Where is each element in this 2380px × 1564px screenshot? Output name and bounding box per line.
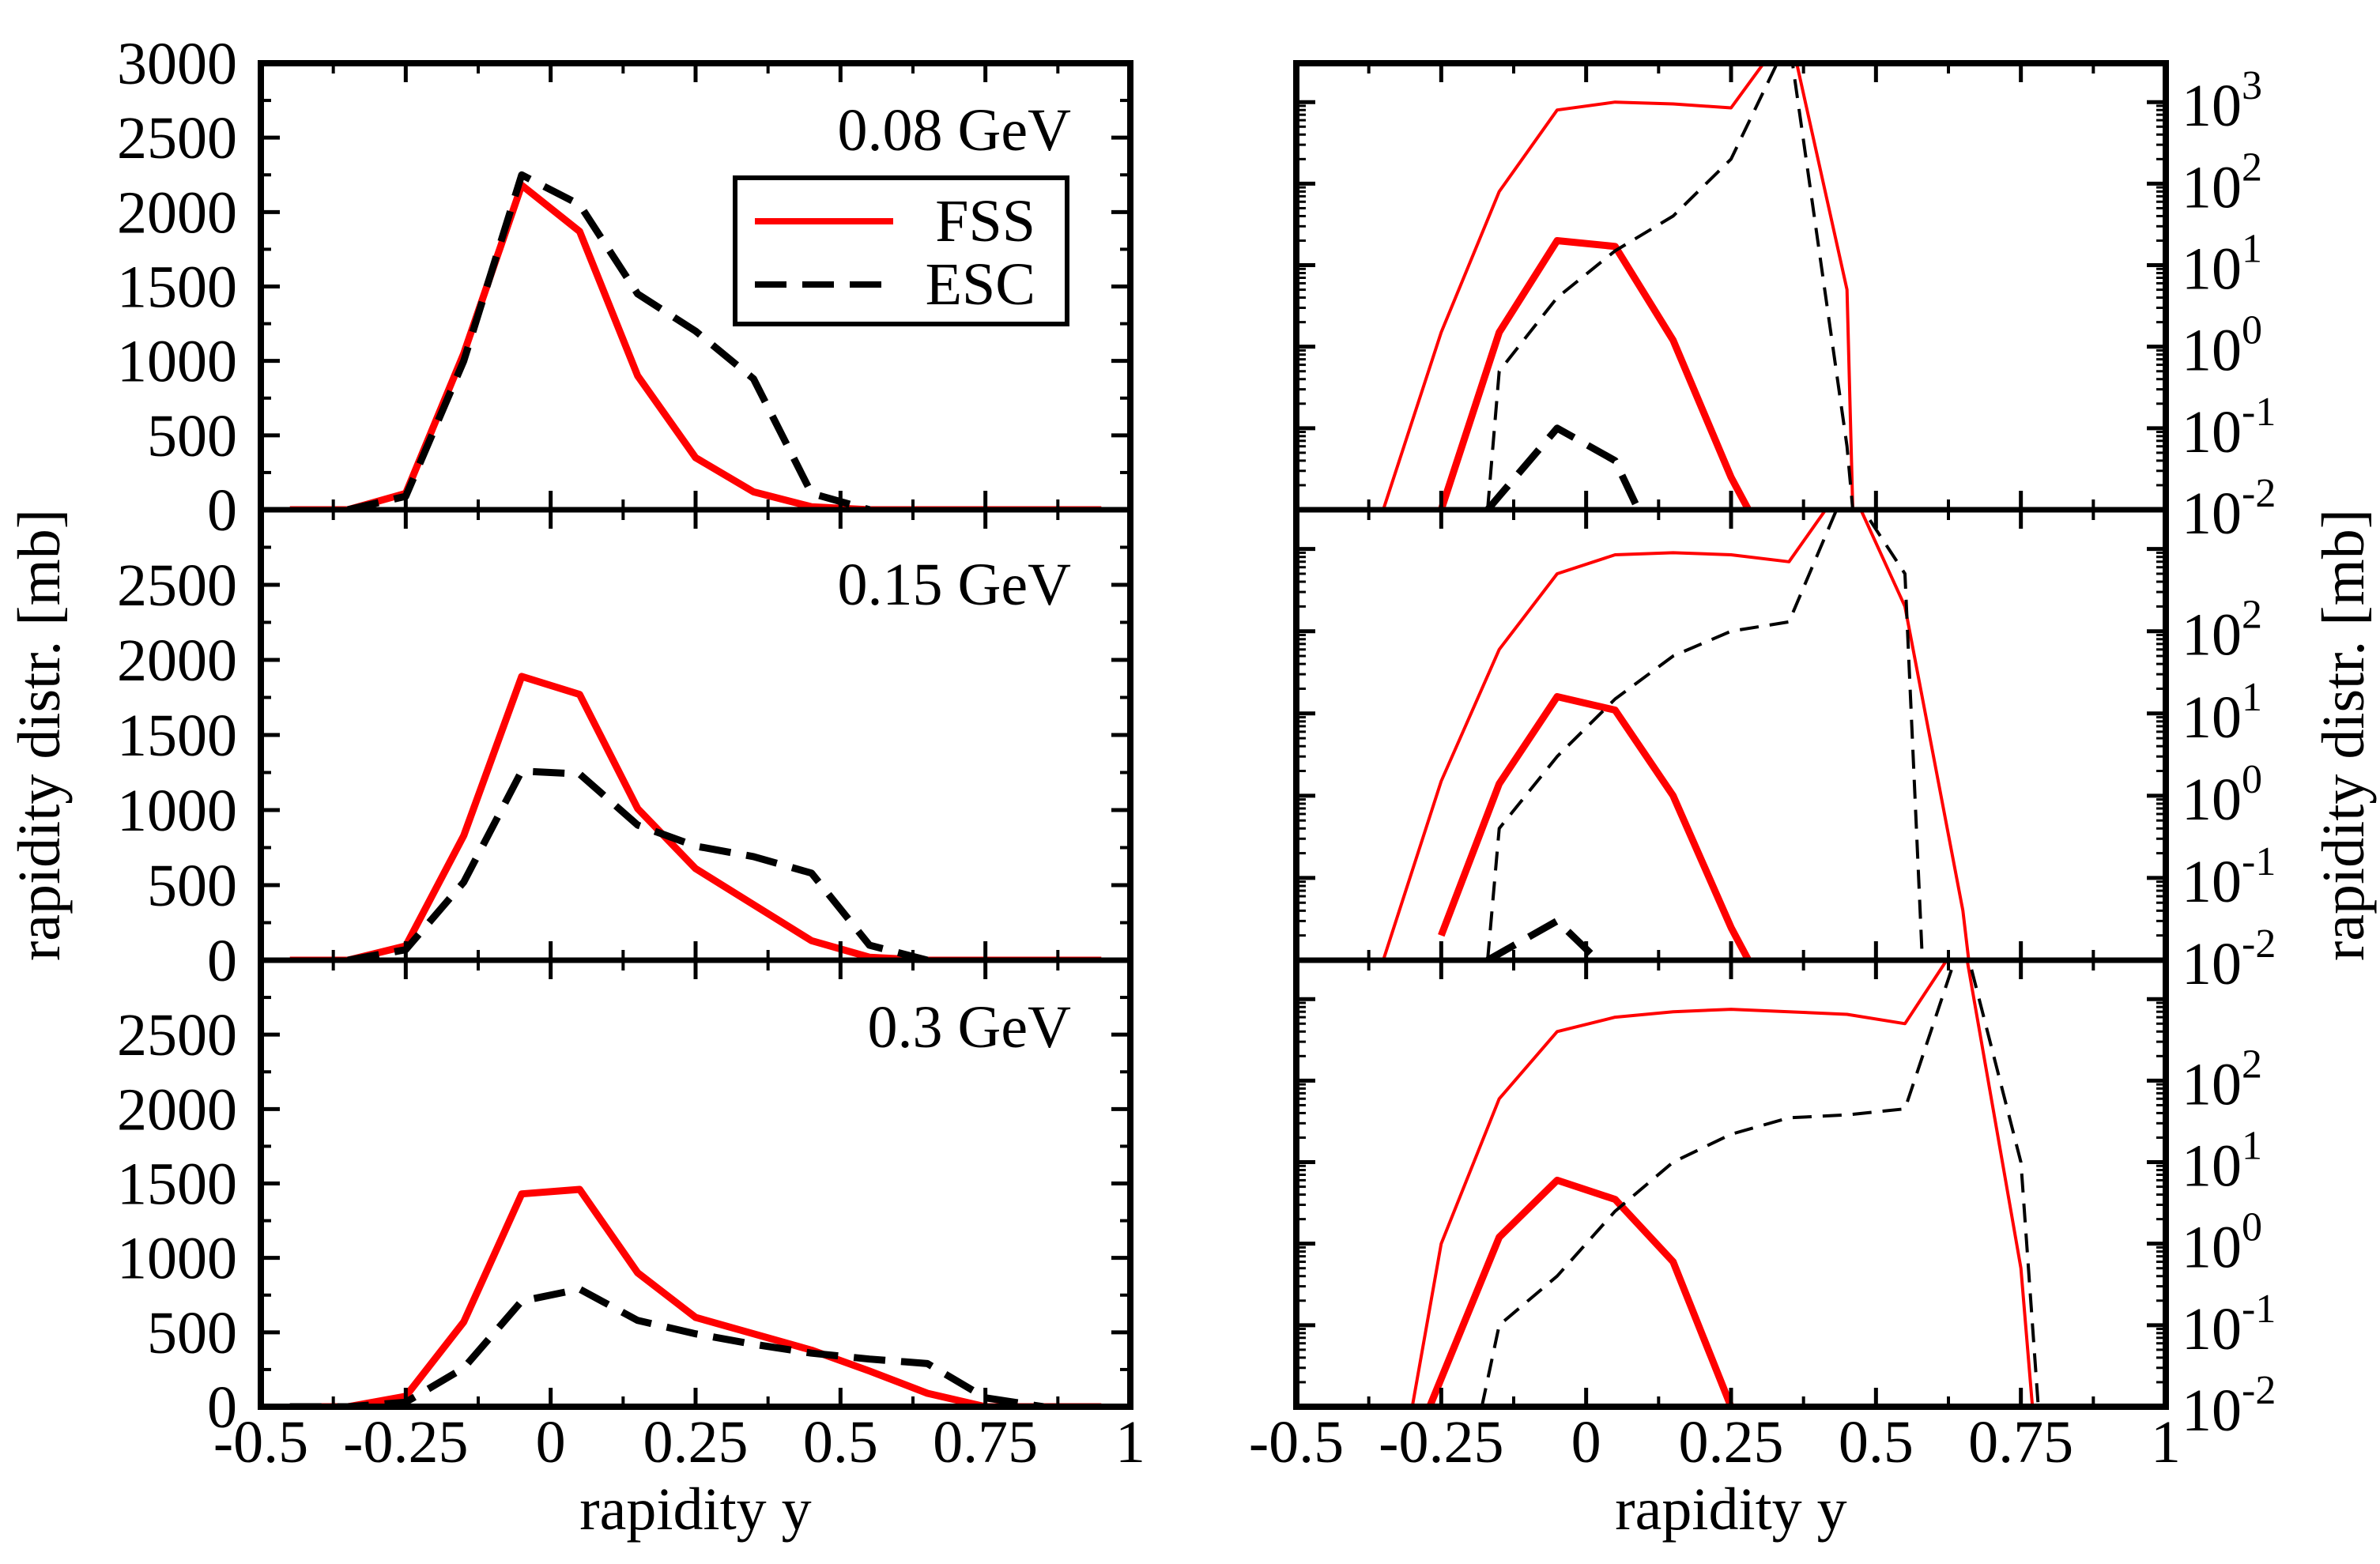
y-log-tick-label: 100	[2182, 308, 2262, 384]
y-log-tick-label: 101	[2182, 227, 2262, 303]
series-fss-right-0.3-1	[1426, 1176, 1735, 1407]
frame-left	[258, 60, 1133, 1410]
y-tick-label: 1000	[117, 1226, 237, 1292]
y-log-tick-label: 101	[2182, 1124, 2262, 1200]
x-tick-label: 0.75	[933, 1409, 1038, 1475]
axis-ticks	[258, 61, 2168, 1409]
y-tick-label: 500	[147, 853, 237, 919]
y-log-tick-label: 102	[2182, 593, 2262, 669]
series-esc-left-0.15-1	[347, 767, 929, 960]
series-esc-right-0.15-2	[1486, 510, 1924, 960]
y-log-tick-label: 10-1	[2182, 390, 2276, 465]
x-tick-label: 1	[2151, 1409, 2181, 1475]
y-tick-label: 2500	[117, 1002, 237, 1068]
y-log-tick-label: 102	[2182, 145, 2262, 220]
x-tick-label: -0.5	[213, 1409, 308, 1475]
y-log-tick-label: 102	[2182, 1042, 2262, 1117]
y-log-tick-label: 103	[2182, 63, 2262, 139]
plot-right-0.08	[1382, 63, 1854, 510]
y-tick-label: 1500	[117, 254, 237, 321]
plot-right-0.3	[1410, 960, 2040, 1407]
y-log-tick-label: 101	[2182, 675, 2262, 751]
panel-label-0.15: 0.15 GeV	[837, 552, 1071, 618]
series-fss-right-0.08-1	[1438, 237, 1752, 510]
y-tick-label: 500	[147, 403, 237, 469]
plot-right-0.15	[1382, 510, 1971, 960]
x-axis-title-left: rapidity y	[579, 1476, 811, 1543]
series-esc-right-0.08-2	[1486, 63, 1854, 510]
series-fss-left-0.15-0	[289, 673, 1102, 960]
series-fss-right-0.3-0	[1410, 960, 2035, 1407]
series-fss-left-0.3-0	[289, 1185, 1102, 1407]
panel-label-0.3: 0.3 GeV	[867, 994, 1071, 1061]
y-log-tick-label: 10-2	[2182, 1368, 2276, 1444]
panel-label-0.08: 0.08 GeV	[837, 97, 1071, 164]
y-log-tick-label: 10-2	[2182, 921, 2276, 997]
axis-tick-labels: -0.5 -0.25 0 0.25 0.5 0.75 1 -0.5 -0.25 0 0.25 0.5 0…	[117, 31, 2276, 1475]
y-tick-label: 2000	[117, 1076, 237, 1143]
y-tick-label: 2000	[117, 627, 237, 694]
y-log-tick-label: 10-1	[2182, 839, 2276, 915]
x-tick-label: 0	[536, 1409, 566, 1475]
x-tick-label: -0.25	[343, 1409, 468, 1475]
y-log-tick-label: 10-2	[2182, 471, 2276, 547]
y-tick-label: 2000	[117, 179, 237, 246]
series-fss-right-0.15-1	[1438, 693, 1752, 960]
series-esc-left-0.08-1	[346, 171, 871, 510]
y-tick-label: 2500	[117, 105, 237, 171]
y-tick-label: 500	[147, 1300, 237, 1366]
y-log-tick-label: 10-1	[2182, 1287, 2276, 1362]
y-tick-label: 3000	[117, 31, 237, 97]
x-tick-label: 0.5	[1839, 1409, 1914, 1475]
y-axis-title-left: rapidity distr. [mb]	[6, 509, 73, 961]
x-tick-label: 0.25	[1679, 1409, 1784, 1475]
series-esc-right-0.08-3	[1484, 424, 1642, 510]
y-tick-label: 0	[207, 928, 237, 994]
x-tick-label: -0.25	[1379, 1409, 1503, 1475]
series-fss-right-0.08-0	[1382, 63, 1854, 510]
legend: FSS ESC	[733, 175, 1069, 326]
x-axis-title-right: rapidity y	[1615, 1476, 1846, 1543]
legend-label-esc: ESC	[926, 251, 1035, 318]
x-tick-label: -0.5	[1249, 1409, 1344, 1475]
plot-left-0.08	[289, 171, 1102, 510]
x-tick-label: 0.75	[1968, 1409, 2073, 1475]
x-tick-label: 1	[1115, 1409, 1145, 1475]
y-tick-label: 2500	[117, 552, 237, 619]
y-tick-label: 0	[207, 1374, 237, 1441]
y-log-tick-label: 100	[2182, 757, 2262, 833]
y-tick-label: 0	[207, 477, 237, 544]
frame-right	[1293, 60, 2169, 1410]
series-esc-right-0.3-2	[1480, 960, 2040, 1407]
x-tick-label: 0.5	[803, 1409, 878, 1475]
y-axis-title-right: rapidity distr. [mb]	[2310, 509, 2377, 961]
y-log-tick-label: 100	[2182, 1205, 2262, 1281]
x-tick-label: 0.25	[643, 1409, 749, 1475]
y-tick-label: 1500	[117, 1151, 237, 1218]
y-tick-label: 1000	[117, 329, 237, 395]
plot-left-0.3	[289, 1185, 1102, 1407]
y-tick-label: 1500	[117, 703, 237, 769]
legend-box	[733, 175, 1069, 326]
series-fss-right-0.15-0	[1382, 510, 1971, 960]
series-esc-right-0.15-3	[1485, 917, 1601, 960]
series-esc-left-0.3-1	[289, 1285, 1044, 1407]
y-tick-label: 1000	[117, 778, 237, 844]
plot-left-0.15	[289, 673, 1102, 960]
x-tick-label: 0	[1571, 1409, 1601, 1475]
legend-label-fss: FSS	[935, 188, 1035, 254]
